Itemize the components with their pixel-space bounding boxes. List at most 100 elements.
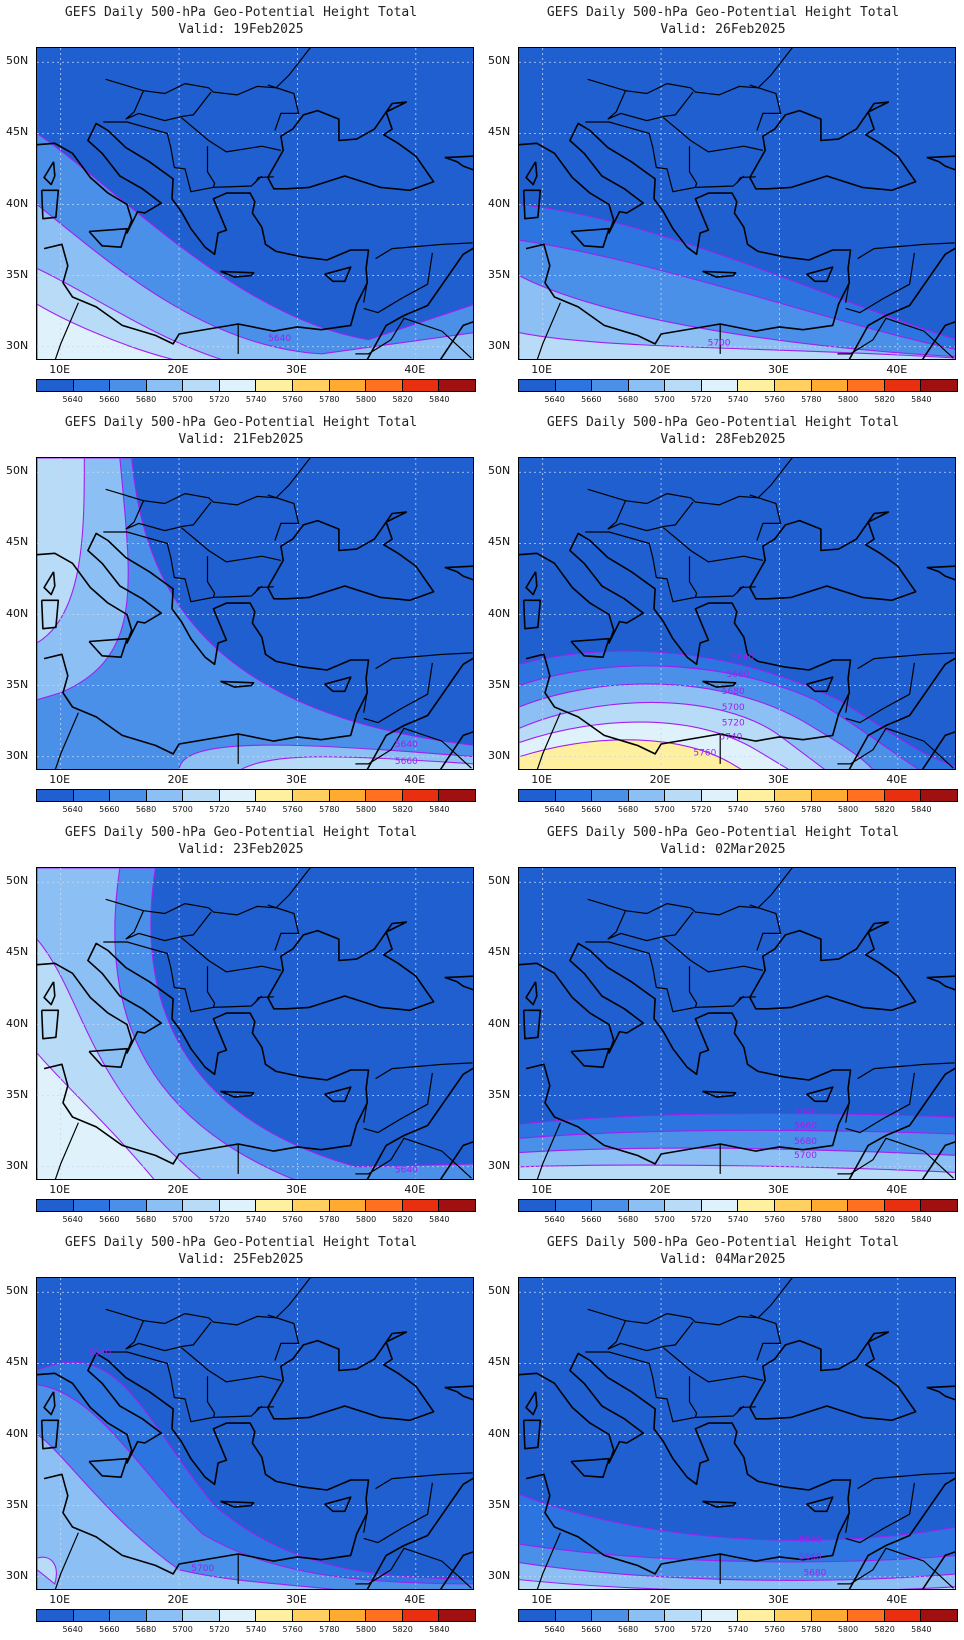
colorbar-swatch: [402, 790, 440, 801]
colorbar-swatch: [293, 380, 330, 391]
colorbar-label: 5640: [62, 395, 83, 404]
colorbar-swatch: [811, 380, 849, 391]
colorbar-swatch: [110, 1610, 147, 1621]
colorbar-label: 5640: [544, 1625, 565, 1634]
latitude-label: 35N: [488, 677, 511, 691]
colorbar-swatch: [329, 1200, 367, 1211]
country-border: [363, 252, 433, 314]
colorbar-label: 5680: [617, 1625, 639, 1634]
coastline: [366, 1067, 473, 1179]
coastline: [43, 161, 56, 186]
latitude-label: 45N: [6, 945, 29, 959]
colorbar-swatch: [366, 1200, 403, 1211]
country-border: [54, 1532, 79, 1589]
coastline: [806, 1496, 834, 1513]
country-border: [103, 121, 175, 168]
colorbar-swatch: [775, 790, 812, 801]
colorbar-label: 5840: [911, 1215, 932, 1224]
colorbar-label: 5660: [581, 1215, 602, 1224]
colorbar-swatch: [775, 1200, 812, 1211]
country-border: [105, 1278, 311, 1326]
colorbar: [36, 379, 476, 392]
country-border: [587, 458, 793, 506]
colorbar-label: 5680: [135, 1625, 157, 1634]
panel-valid-date: Valid: 21Feb2025: [178, 432, 304, 447]
colorbar-label: 5760: [282, 395, 303, 404]
colorbar-swatch: [183, 1200, 220, 1211]
latitude-label: 40N: [488, 1426, 511, 1440]
country-border: [213, 175, 263, 188]
colorbar-label: 5740: [245, 805, 267, 814]
colorbar-label: 5720: [209, 1625, 230, 1634]
colorbar-swatch: [848, 1200, 885, 1211]
contour-label: 5720: [722, 718, 745, 728]
colorbar-swatch: [848, 380, 885, 391]
colorbar-swatch: [884, 1610, 922, 1621]
coastline: [522, 1419, 542, 1450]
coastline: [519, 532, 852, 755]
panel-title: GEFS Daily 500-hPa Geo-Potential Height …: [64, 415, 418, 430]
country-border: [103, 941, 175, 988]
contour-band: [37, 1052, 155, 1179]
colorbar-label: 5800: [837, 395, 859, 404]
coastline: [267, 101, 435, 192]
coastline: [926, 565, 955, 581]
colorbar-label: 5780: [801, 1215, 822, 1224]
colorbar-swatch: [665, 380, 702, 391]
contour-label: 5760: [693, 748, 716, 758]
latitude-label: 30N: [488, 1158, 511, 1172]
coastline: [37, 1352, 370, 1575]
colorbar-swatch: [701, 1610, 739, 1621]
colorbar-swatch: [921, 1200, 957, 1211]
longitude-label: 10E: [49, 1593, 71, 1606]
colorbar-swatch: [884, 1200, 922, 1211]
colorbar-label: 5780: [319, 1625, 340, 1634]
colorbar-swatch: [519, 1610, 556, 1621]
panel-valid-date: Valid: 28Feb2025: [660, 432, 786, 447]
colorbar-label: 5740: [245, 1625, 267, 1634]
longitude-label: 20E: [649, 1593, 671, 1606]
colorbar-swatch: [701, 790, 739, 801]
coastline: [806, 266, 834, 283]
colorbar-label: 5840: [429, 1215, 450, 1224]
latitude-label: 35N: [6, 267, 29, 281]
colorbar-label: 5780: [319, 395, 340, 404]
map-svg: 5640: [37, 868, 473, 1179]
colorbar-swatch: [183, 790, 220, 801]
coastline: [88, 1047, 128, 1068]
longitude-label: 10E: [531, 363, 553, 376]
country-border: [363, 1482, 433, 1544]
country-border: [375, 242, 473, 260]
coastline: [806, 676, 834, 693]
coastline: [366, 657, 473, 769]
contour-band: [37, 1384, 473, 1589]
colorbar-swatch: [811, 790, 849, 801]
colorbar-label: 5820: [392, 395, 413, 404]
latitude-label: 45N: [6, 535, 29, 549]
country-border: [363, 1101, 368, 1123]
coastline: [570, 1047, 610, 1068]
panel-title: GEFS Daily 500-hPa Geo-Potential Height …: [64, 825, 418, 840]
panel-title: GEFS Daily 500-hPa Geo-Potential Height …: [546, 825, 900, 840]
colorbar-label: 5840: [911, 805, 932, 814]
colorbar-swatch: [439, 1200, 475, 1211]
colorbar-swatch: [293, 1610, 330, 1621]
longitude-label: 30E: [285, 1593, 307, 1606]
panel-title: GEFS Daily 500-hPa Geo-Potential Height …: [64, 5, 418, 20]
longitude-label: 30E: [285, 363, 307, 376]
colorbar-label: 5800: [355, 1215, 377, 1224]
coastline: [525, 981, 538, 1006]
colorbar-swatch: [402, 1610, 440, 1621]
coastline: [40, 599, 60, 630]
latitude-label: 50N: [488, 54, 511, 68]
contour-band: [519, 331, 955, 359]
height-map: 5700: [518, 47, 956, 360]
colorbar-label: 5680: [617, 395, 639, 404]
country-border: [54, 1122, 79, 1179]
colorbar-swatch: [738, 790, 776, 801]
coastline: [267, 1331, 435, 1422]
colorbar-swatch: [256, 380, 294, 391]
coastline: [848, 1067, 955, 1179]
longitude-label: 20E: [167, 773, 189, 786]
height-map: 5640 5660 5680: [518, 1277, 956, 1590]
